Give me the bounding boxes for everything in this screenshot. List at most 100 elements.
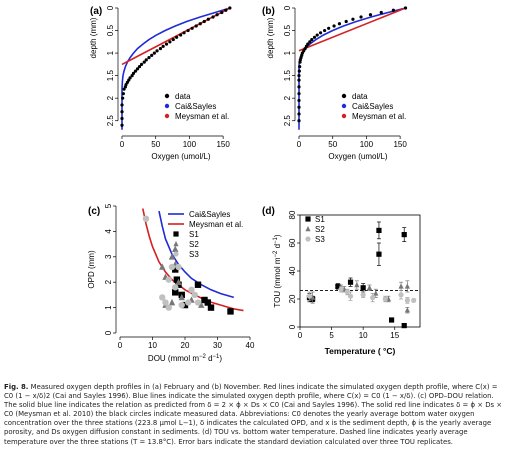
data-point	[403, 6, 408, 10]
data-point-triangle	[366, 284, 373, 290]
data-point	[359, 15, 363, 19]
data-point	[315, 33, 319, 37]
data-point	[158, 46, 163, 51]
data-point-triangle	[173, 241, 179, 247]
data-point-circle	[306, 293, 313, 299]
data-point-circle	[305, 236, 311, 242]
x-tick-label: 0	[120, 140, 125, 149]
data-point-circle	[185, 299, 192, 306]
data-point-circle	[159, 294, 166, 301]
data-point-circle	[175, 263, 182, 271]
legend-marker	[164, 103, 170, 109]
data-point-square	[172, 289, 179, 296]
x-tick-label: 0	[297, 140, 302, 149]
x-axis-label-part: ( °C)	[378, 346, 396, 356]
data-point	[135, 67, 140, 71]
data-point-square	[181, 301, 189, 309]
data-point-triangle	[168, 298, 176, 306]
y-tick-label: 0.5	[283, 24, 292, 36]
y-axis-label-part: )	[273, 234, 282, 237]
data-point-circle	[347, 293, 354, 299]
data-point	[206, 17, 210, 21]
data-point	[298, 60, 302, 64]
legend-label: S2	[315, 225, 325, 234]
data-point-square	[201, 296, 208, 304]
data-point-triangle	[159, 263, 166, 270]
data-point	[194, 24, 198, 28]
legend-label: S3	[315, 235, 325, 244]
data-point	[297, 74, 301, 78]
y-tick-label: 2.5	[106, 115, 115, 127]
data-point	[318, 31, 323, 35]
x-tick-label: 0	[118, 341, 123, 350]
panel-tag: (c)	[88, 206, 100, 217]
y-tick-label: 1	[104, 305, 113, 310]
y-tick-label: 2	[104, 279, 113, 284]
data-point-circle	[404, 297, 410, 303]
data-point	[215, 13, 219, 17]
data-point-square	[204, 299, 211, 306]
y-axis-label: depth (mm)	[266, 17, 275, 58]
data-point	[147, 56, 151, 60]
x-tick-label: 100	[183, 140, 197, 149]
data-point-circle	[191, 291, 198, 299]
y-axis-label-part: TOU	[273, 289, 282, 308]
data-point-square	[173, 231, 179, 237]
data-point-circle	[398, 292, 404, 298]
x-tick-label: 10	[359, 331, 368, 340]
y-axis-label-part: −2	[273, 250, 279, 258]
data-point-triangle	[178, 293, 185, 301]
y-tick-label: 1.5	[106, 70, 115, 82]
y-tick-label: 0	[106, 5, 115, 10]
data-point	[323, 28, 327, 33]
data-point	[164, 42, 169, 46]
data-point	[120, 116, 124, 121]
data-point-circle	[360, 292, 366, 298]
x-axis-label: DOU (mmol m−2 d−1)	[148, 354, 222, 363]
curve-cai-sayles	[158, 210, 235, 299]
legend-label: Cai&Sayles	[175, 102, 216, 111]
data-point	[152, 51, 156, 55]
data-point	[142, 60, 146, 64]
data-point	[351, 17, 355, 21]
data-point	[130, 74, 134, 78]
legend-label: Cai&Sayles	[189, 210, 230, 219]
legend-label: S3	[189, 250, 199, 259]
x-axis-label-part: (mmol m	[168, 354, 199, 363]
legend-label: S1	[189, 230, 199, 239]
data-point	[168, 40, 172, 44]
data-point	[310, 37, 314, 42]
legend-label: Meysman et al.	[175, 112, 229, 121]
panel-b-oxygen-profile-november: (b) 0 50 100 150 0 0.5 1 1.5 2 2.5 Oxygen (umol/L) d…	[262, 5, 407, 161]
data-point-square	[173, 276, 181, 283]
legend-label: data	[352, 92, 368, 101]
y-tick-label: 2.5	[283, 115, 292, 127]
panel-tag: (b)	[262, 6, 275, 17]
x-axis-label-part: −1	[213, 354, 221, 360]
data-point-square	[227, 308, 234, 315]
data-point-triangle	[175, 278, 182, 285]
legend-label: S2	[189, 240, 199, 249]
data-point	[368, 13, 373, 17]
y-tick-label: 80	[288, 210, 297, 219]
data-point-triangle	[198, 301, 205, 308]
data-point	[171, 37, 175, 42]
data-point-circle	[188, 286, 195, 294]
y-tick-label: 0	[288, 324, 297, 329]
y-axis-label: depth (mm)	[89, 17, 98, 58]
x-tick-label: 100	[360, 140, 374, 149]
x-tick-label: 40	[246, 341, 255, 350]
data-point-triangle	[305, 226, 311, 232]
data-point	[139, 62, 144, 66]
data-point-square	[347, 279, 354, 285]
y-tick-label: 1	[283, 50, 292, 55]
figure-caption: Fig. 8. Measured oxygen depth profiles i…	[4, 383, 504, 447]
y-tick-label: 2	[283, 95, 292, 100]
y-tick-label: 20	[288, 294, 297, 303]
data-point-square	[376, 227, 382, 233]
data-point	[133, 69, 138, 73]
data-point-triangle	[172, 245, 179, 252]
data-point	[297, 92, 301, 96]
data-point	[337, 22, 342, 26]
